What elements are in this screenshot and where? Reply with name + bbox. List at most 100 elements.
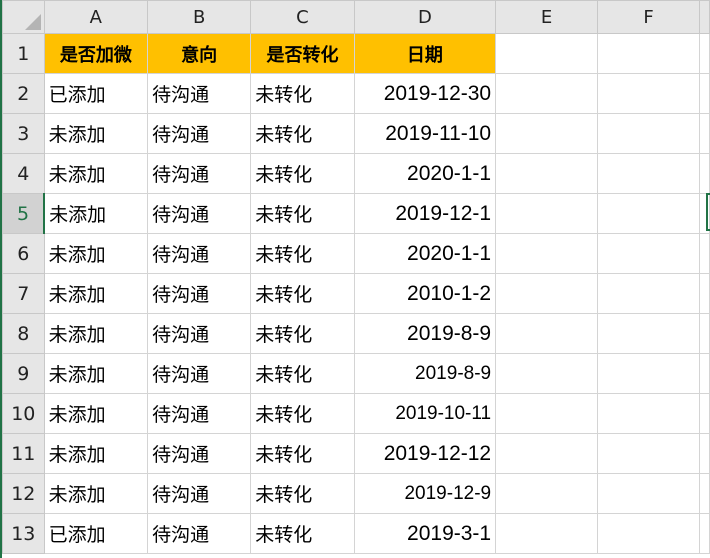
column-header-a[interactable]: A — [43, 0, 149, 34]
row-header[interactable]: 12 — [2, 473, 45, 514]
cell-converted[interactable]: 未转化 — [250, 73, 355, 114]
column-header-e[interactable]: E — [495, 0, 599, 34]
cell-header-intent[interactable]: 意向 — [147, 33, 252, 74]
cell-converted[interactable]: 未转化 — [250, 313, 355, 354]
cell-date[interactable]: 2020-1-1 — [353, 153, 497, 194]
cell[interactable] — [698, 513, 710, 554]
cell-add-wechat[interactable]: 已添加 — [43, 513, 149, 554]
cell-converted[interactable]: 未转化 — [250, 393, 355, 434]
cell[interactable] — [698, 113, 710, 154]
cell-intent[interactable]: 待沟通 — [147, 193, 252, 234]
cell-header-converted[interactable]: 是否转化 — [250, 33, 355, 74]
select-all-button[interactable] — [2, 0, 45, 34]
cell[interactable] — [597, 473, 700, 514]
cell[interactable] — [495, 273, 599, 314]
column-header-f[interactable]: F — [597, 0, 700, 34]
column-header-d[interactable]: D — [353, 0, 497, 34]
cell-intent[interactable]: 待沟通 — [147, 313, 252, 354]
cell-date[interactable]: 2019-12-12 — [353, 433, 497, 474]
row-header[interactable]: 4 — [2, 153, 45, 194]
cell-date[interactable]: 2019-3-1 — [353, 513, 497, 554]
cell-add-wechat[interactable]: 未添加 — [43, 393, 149, 434]
cell-add-wechat[interactable]: 已添加 — [43, 73, 149, 114]
cell[interactable] — [597, 193, 700, 234]
row-header[interactable]: 11 — [2, 433, 45, 474]
row-header[interactable]: 2 — [2, 73, 45, 114]
row-header[interactable]: 13 — [2, 513, 45, 554]
cell[interactable] — [698, 313, 710, 354]
cell[interactable] — [495, 33, 599, 74]
cell-intent[interactable]: 待沟通 — [147, 113, 252, 154]
cell-add-wechat[interactable]: 未添加 — [43, 113, 149, 154]
cell[interactable] — [597, 153, 700, 194]
cell[interactable] — [597, 513, 700, 554]
cell[interactable] — [597, 313, 700, 354]
cell-add-wechat[interactable]: 未添加 — [43, 433, 149, 474]
cell[interactable] — [698, 353, 710, 394]
row-header[interactable]: 6 — [2, 233, 45, 274]
cell-date[interactable]: 2019-8-9 — [353, 353, 497, 394]
cell[interactable] — [495, 433, 599, 474]
cell-converted[interactable]: 未转化 — [250, 113, 355, 154]
cell-converted[interactable]: 未转化 — [250, 153, 355, 194]
cell-header-date[interactable]: 日期 — [353, 33, 497, 74]
cell-add-wechat[interactable]: 未添加 — [43, 273, 149, 314]
row-header[interactable]: 5 — [2, 193, 46, 234]
row-header[interactable]: 3 — [2, 113, 45, 154]
cell-header-add-wechat[interactable]: 是否加微 — [43, 33, 149, 74]
cell-converted[interactable]: 未转化 — [250, 473, 355, 514]
row-header[interactable]: 9 — [2, 353, 45, 394]
cell-date[interactable]: 2019-10-11 — [353, 393, 497, 434]
cell-add-wechat[interactable]: 未添加 — [43, 193, 149, 234]
cell-date[interactable]: 2020-1-1 — [353, 233, 497, 274]
cell[interactable] — [597, 233, 700, 274]
cell[interactable] — [495, 73, 599, 114]
cell-intent[interactable]: 待沟通 — [147, 153, 252, 194]
row-header[interactable]: 8 — [2, 313, 45, 354]
cell[interactable] — [597, 113, 700, 154]
cell-date[interactable]: 2019-12-9 — [353, 473, 497, 514]
cell-converted[interactable]: 未转化 — [250, 353, 355, 394]
cell-intent[interactable]: 待沟通 — [147, 273, 252, 314]
cell-converted[interactable]: 未转化 — [250, 513, 355, 554]
cell[interactable] — [495, 473, 599, 514]
cell[interactable] — [495, 513, 599, 554]
cell-date[interactable]: 2019-8-9 — [353, 313, 497, 354]
cell-intent[interactable]: 待沟通 — [147, 353, 252, 394]
row-header[interactable]: 10 — [2, 393, 45, 434]
cell[interactable] — [698, 73, 710, 114]
cell[interactable] — [495, 353, 599, 394]
cell[interactable] — [698, 153, 710, 194]
cell-converted[interactable]: 未转化 — [250, 273, 355, 314]
cell-add-wechat[interactable]: 未添加 — [43, 353, 149, 394]
cell-add-wechat[interactable]: 未添加 — [43, 313, 149, 354]
cell-date[interactable]: 2019-11-10 — [353, 113, 497, 154]
cell-add-wechat[interactable]: 未添加 — [43, 473, 149, 514]
cell-add-wechat[interactable]: 未添加 — [43, 233, 149, 274]
cell[interactable] — [698, 33, 710, 74]
cell[interactable] — [698, 393, 710, 434]
cell[interactable] — [597, 33, 700, 74]
cell[interactable] — [597, 273, 700, 314]
row-header[interactable]: 1 — [2, 33, 45, 74]
cell-intent[interactable]: 待沟通 — [147, 393, 252, 434]
cell[interactable] — [495, 193, 599, 234]
cell-date[interactable]: 2010-1-2 — [353, 273, 497, 314]
cell[interactable] — [698, 473, 710, 514]
cell[interactable] — [495, 313, 599, 354]
cell-intent[interactable]: 待沟通 — [147, 73, 252, 114]
cell[interactable] — [495, 233, 599, 274]
column-header-g[interactable] — [698, 0, 710, 34]
row-header[interactable]: 7 — [2, 273, 45, 314]
cell-intent[interactable]: 待沟通 — [147, 513, 252, 554]
cell-converted[interactable]: 未转化 — [250, 433, 355, 474]
cell[interactable] — [597, 353, 700, 394]
column-header-c[interactable]: C — [250, 0, 355, 34]
cell[interactable] — [698, 273, 710, 314]
cell[interactable] — [698, 233, 710, 274]
cell[interactable] — [597, 73, 700, 114]
cell-date[interactable]: 2019-12-1 — [353, 193, 497, 234]
cell[interactable] — [698, 433, 710, 474]
column-header-b[interactable]: B — [147, 0, 252, 34]
cell-date[interactable]: 2019-12-30 — [353, 73, 497, 114]
